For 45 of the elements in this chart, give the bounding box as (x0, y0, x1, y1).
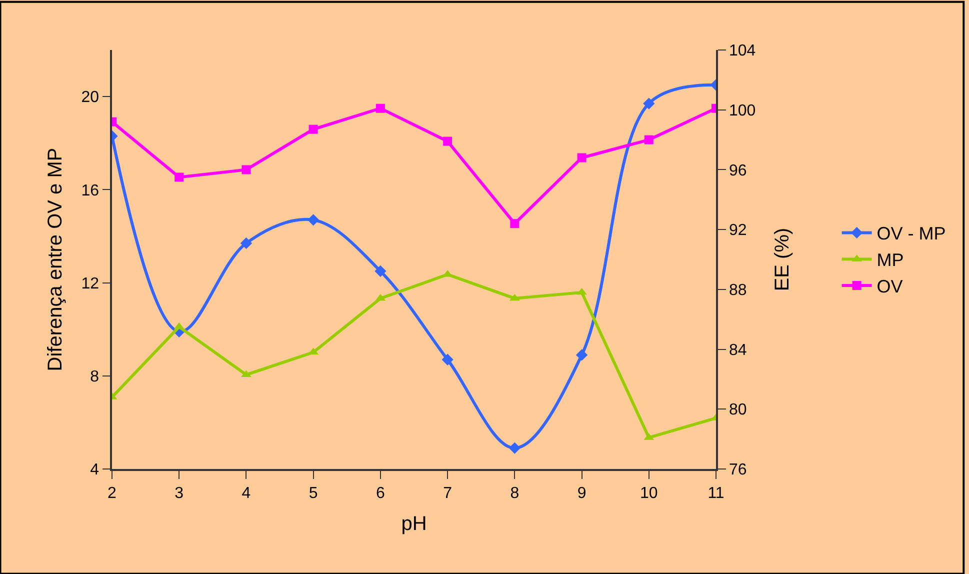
x-tick-label: 3 (174, 484, 184, 502)
y2-tick-label: 100 (728, 102, 756, 120)
y2-tick-label: 104 (728, 42, 756, 60)
point (443, 136, 452, 146)
point (242, 165, 251, 174)
y-tick-label: 12 (81, 275, 100, 292)
point (174, 172, 184, 182)
point (376, 104, 385, 113)
point (577, 153, 586, 162)
legend-label: OV (876, 276, 903, 297)
x-axis-title: pH (401, 512, 427, 535)
y-tick-label: 4 (90, 462, 100, 479)
point (644, 135, 654, 144)
x-tick-label: 4 (242, 484, 251, 502)
y2-tick-label: 92 (728, 222, 747, 240)
x-tick-label: 2 (108, 484, 117, 502)
x-tick-label: 6 (376, 484, 385, 502)
point (508, 442, 521, 454)
y2-tick-label: 80 (728, 402, 747, 419)
x-tick-label: 10 (640, 484, 658, 502)
x-tick-label: 8 (510, 484, 520, 502)
point (643, 98, 655, 110)
y2-axis-title: EE (%) (772, 228, 794, 292)
point (442, 354, 454, 366)
y-tick-label: 8 (90, 368, 100, 386)
point (510, 219, 520, 228)
y2-tick-label: 88 (728, 282, 747, 300)
legend-label: OV - MP (876, 224, 946, 244)
y-tick-label: 20 (81, 89, 100, 106)
point (240, 237, 252, 250)
x-tick-label: 11 (708, 484, 724, 502)
y-tick-label: 16 (81, 182, 100, 200)
y-axis-title: Diferença entre OV e MP (44, 148, 66, 372)
point (308, 124, 318, 134)
x-tick-label: 7 (443, 484, 452, 502)
x-tick-label: 5 (308, 484, 318, 502)
point (374, 265, 386, 277)
point (576, 288, 587, 295)
y2-tick-label: 76 (728, 462, 747, 479)
y2-tick-label: 84 (728, 342, 747, 359)
legend-label: MP (876, 250, 904, 270)
point (307, 214, 320, 226)
y2-tick-label: 96 (728, 162, 747, 180)
x-tick-label: 9 (577, 484, 586, 502)
point (576, 349, 588, 361)
